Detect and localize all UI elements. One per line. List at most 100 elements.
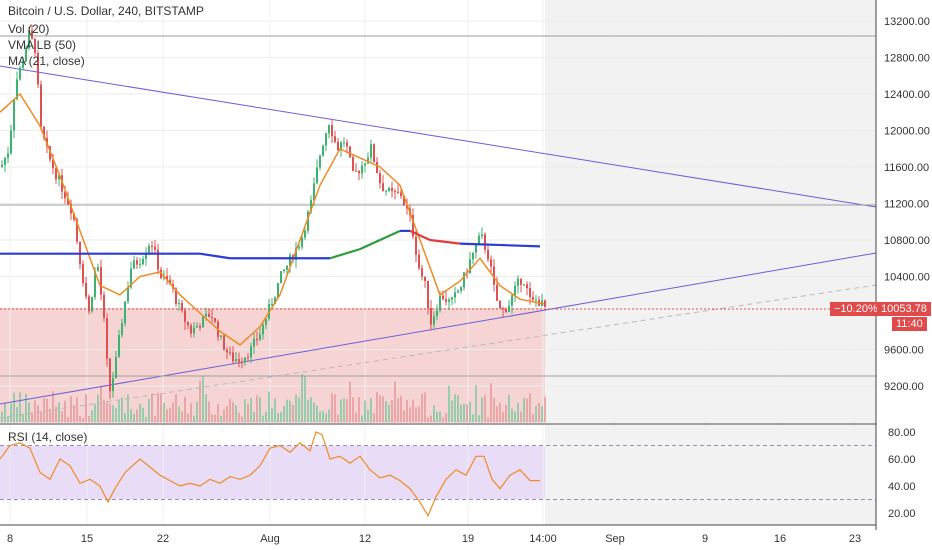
legend-vma: VMA LB (50)	[8, 38, 77, 52]
volume-bar	[1, 411, 3, 422]
volume-bar	[517, 402, 519, 422]
volume-bar	[448, 385, 450, 422]
candle-body	[463, 272, 465, 288]
volume-bar	[181, 411, 183, 422]
candle-body	[22, 61, 24, 68]
volume-bar	[280, 412, 282, 422]
candle-body	[214, 317, 216, 322]
candle-body	[460, 287, 462, 291]
candle-body	[223, 335, 225, 350]
volume-bar	[25, 393, 27, 422]
volume-bar	[478, 415, 480, 422]
candle-body	[394, 191, 396, 193]
candle-body	[130, 268, 132, 288]
time-tick-label: 15	[81, 533, 93, 545]
candle-body	[37, 52, 39, 85]
volume-bar	[76, 397, 78, 422]
candle-body	[529, 288, 531, 298]
volume-bar	[16, 407, 18, 422]
candle-body	[265, 318, 267, 325]
volume-bar	[355, 412, 357, 422]
volume-bar	[34, 400, 36, 422]
candle-body	[424, 276, 426, 281]
volume-bar	[424, 392, 426, 422]
volume-bar	[52, 391, 54, 422]
volume-bar	[235, 405, 237, 422]
volume-bar	[145, 417, 147, 422]
volume-bar	[109, 403, 111, 422]
volume-bar	[481, 397, 483, 422]
volume-bar	[331, 393, 333, 422]
volume-bar	[418, 406, 420, 422]
volume-bar	[253, 412, 255, 422]
candle-body	[238, 359, 240, 362]
candle-body	[310, 200, 312, 212]
candle-body	[124, 301, 126, 324]
time-tick-label: 23	[849, 533, 861, 545]
vma-segment	[459, 242, 541, 248]
candle-body	[544, 300, 546, 308]
candle-body	[76, 219, 78, 242]
candle-body	[109, 358, 111, 392]
volume-bar	[196, 401, 198, 422]
volume-bar	[115, 408, 117, 422]
legend-volume: Vol (20)	[8, 22, 50, 36]
volume-bar	[265, 411, 267, 422]
volume-bar	[244, 399, 246, 422]
volume-bar	[361, 415, 363, 422]
candle-body	[508, 305, 510, 312]
volume-bar	[436, 411, 438, 422]
volume-bar	[169, 407, 171, 422]
volume-bar	[412, 399, 414, 422]
volume-bar	[304, 376, 306, 422]
time-tick-label: 14:00	[529, 533, 557, 545]
candle-body	[4, 157, 6, 165]
volume-bar	[166, 409, 168, 422]
candle-body	[169, 279, 171, 285]
candle-body	[430, 307, 432, 325]
volume-bar	[433, 405, 435, 422]
candle-body	[28, 30, 30, 49]
price-tick-label: 9600.00	[884, 345, 924, 357]
candle-body	[502, 308, 504, 310]
price-tick-label: 11600.00	[884, 162, 929, 174]
candle-body	[337, 141, 339, 151]
volume-bar	[394, 381, 396, 422]
candle-body	[40, 84, 42, 127]
candle-body	[181, 302, 183, 311]
candle-body	[451, 297, 453, 300]
candle-body	[322, 145, 324, 156]
volume-bar	[268, 391, 270, 422]
volume-bar	[454, 394, 456, 422]
volume-bar	[340, 399, 342, 422]
candle-body	[514, 285, 516, 296]
volume-bar	[334, 394, 336, 422]
candle-body	[148, 246, 150, 254]
candle-body	[199, 325, 201, 328]
ma-line	[0, 92, 545, 346]
volume-bar	[151, 393, 153, 422]
candle-body	[133, 260, 135, 269]
candle-body	[247, 357, 249, 359]
candle-body	[190, 325, 192, 334]
candle-body	[535, 299, 537, 301]
candle-body	[82, 264, 84, 284]
volume-bar	[211, 414, 213, 422]
volume-bar	[232, 402, 234, 422]
volume-bar	[472, 414, 474, 422]
candle-body	[505, 309, 507, 312]
vma-segment	[409, 229, 431, 242]
volume-bar	[514, 411, 516, 422]
candle-body	[457, 290, 459, 293]
volume-bar	[226, 406, 228, 422]
volume-bar	[403, 410, 405, 422]
volume-bar	[220, 415, 222, 422]
candle-body	[415, 236, 417, 255]
candle-body	[289, 255, 291, 266]
volume-bar	[295, 394, 297, 422]
volume-bar	[538, 402, 540, 422]
volume-bar	[205, 394, 207, 422]
candle-body	[34, 38, 36, 53]
candle-body	[475, 244, 477, 253]
candle-body	[412, 215, 414, 237]
